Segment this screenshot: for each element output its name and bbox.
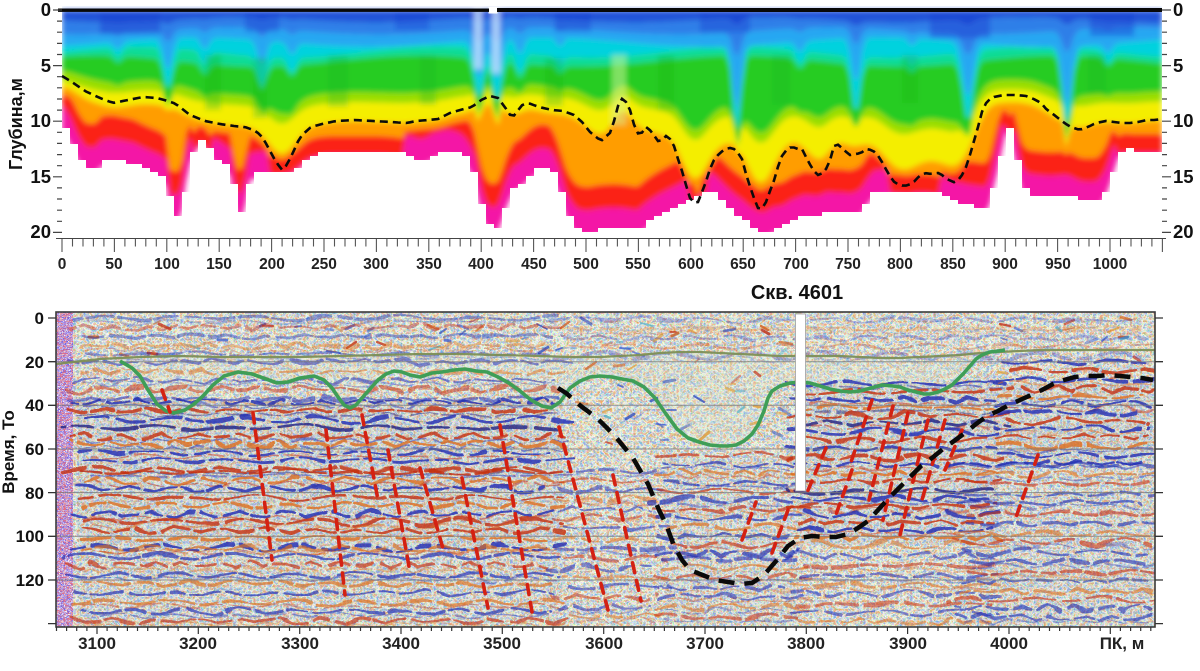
svg-text:3500: 3500 xyxy=(483,634,521,653)
svg-text:0: 0 xyxy=(1173,0,1183,20)
svg-text:60: 60 xyxy=(25,440,44,459)
svg-text:15: 15 xyxy=(30,166,51,187)
svg-text:20: 20 xyxy=(25,353,44,372)
svg-text:400: 400 xyxy=(468,256,494,273)
svg-text:20: 20 xyxy=(1173,221,1194,242)
svg-text:40: 40 xyxy=(25,396,44,415)
svg-text:3800: 3800 xyxy=(787,634,825,653)
svg-text:ПК, м: ПК, м xyxy=(1100,634,1145,653)
svg-text:Скв. 4601: Скв. 4601 xyxy=(751,282,843,304)
svg-text:300: 300 xyxy=(363,256,389,273)
svg-text:150: 150 xyxy=(206,256,232,273)
svg-text:500: 500 xyxy=(573,256,599,273)
svg-text:5: 5 xyxy=(1173,55,1183,76)
svg-text:Время, То: Время, То xyxy=(0,410,18,494)
svg-text:750: 750 xyxy=(835,256,861,273)
svg-text:4000: 4000 xyxy=(990,634,1028,653)
svg-text:950: 950 xyxy=(1045,256,1071,273)
svg-text:15: 15 xyxy=(1173,166,1194,187)
svg-text:850: 850 xyxy=(940,256,966,273)
svg-text:10: 10 xyxy=(30,110,51,131)
svg-text:600: 600 xyxy=(678,256,704,273)
svg-text:350: 350 xyxy=(416,256,442,273)
svg-text:1000: 1000 xyxy=(1093,256,1127,273)
svg-text:550: 550 xyxy=(625,256,651,273)
svg-text:700: 700 xyxy=(783,256,809,273)
svg-text:100: 100 xyxy=(154,256,180,273)
svg-text:50: 50 xyxy=(105,256,122,273)
svg-text:250: 250 xyxy=(311,256,337,273)
svg-text:3300: 3300 xyxy=(281,634,319,653)
svg-text:100: 100 xyxy=(16,527,44,546)
svg-text:800: 800 xyxy=(887,256,913,273)
svg-text:3400: 3400 xyxy=(382,634,420,653)
svg-text:450: 450 xyxy=(521,256,547,273)
svg-text:5: 5 xyxy=(41,55,51,76)
svg-text:20: 20 xyxy=(30,221,51,242)
svg-text:3700: 3700 xyxy=(686,634,724,653)
svg-text:120: 120 xyxy=(16,571,44,590)
svg-text:3100: 3100 xyxy=(78,634,116,653)
svg-text:3900: 3900 xyxy=(889,634,927,653)
svg-text:200: 200 xyxy=(259,256,285,273)
svg-text:3600: 3600 xyxy=(585,634,623,653)
svg-text:0: 0 xyxy=(58,256,67,273)
svg-text:650: 650 xyxy=(730,256,756,273)
svg-text:10: 10 xyxy=(1173,110,1194,131)
svg-text:0: 0 xyxy=(41,0,51,20)
svg-text:80: 80 xyxy=(25,484,44,503)
svg-text:0: 0 xyxy=(35,309,44,328)
svg-text:Глубина,м: Глубина,м xyxy=(6,78,26,170)
svg-text:900: 900 xyxy=(992,256,1018,273)
svg-text:3200: 3200 xyxy=(179,634,217,653)
